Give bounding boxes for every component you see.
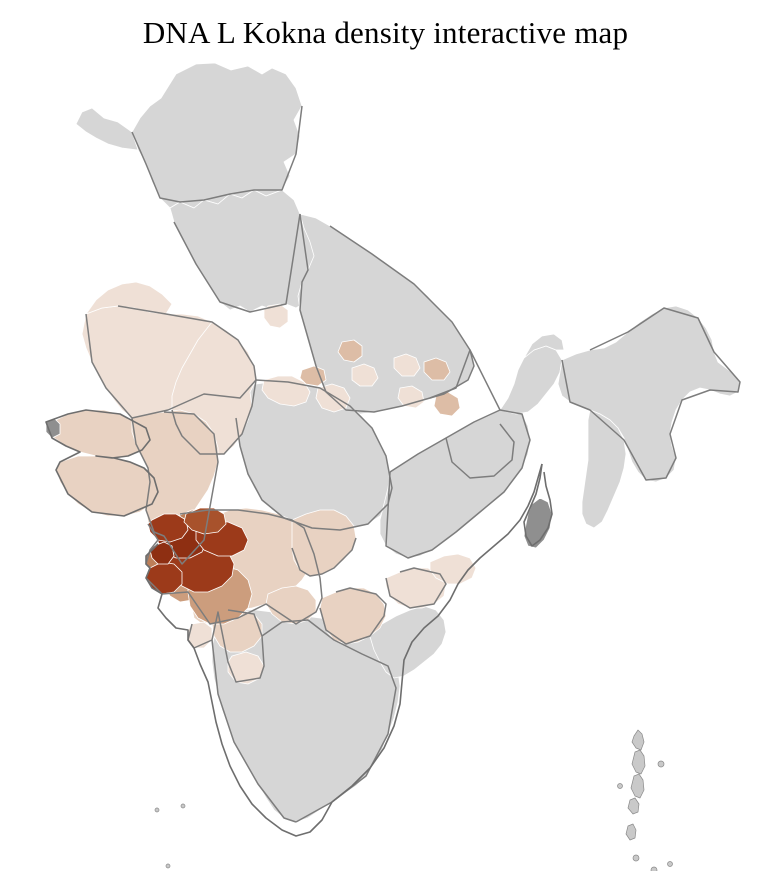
island-lakshadweep-a[interactable] — [154, 807, 160, 813]
region-tripura-mizoram[interactable] — [581, 409, 627, 529]
region-mp-patch-c[interactable] — [337, 339, 363, 363]
island-andaman-lower[interactable] — [627, 797, 640, 815]
region-high-density-group — [145, 507, 249, 595]
region-coastal-andhra-grey[interactable] — [367, 605, 447, 679]
coastline-group — [45, 409, 553, 837]
state-border-telangana — [319, 587, 387, 645]
island-lakshadweep-b[interactable] — [180, 803, 186, 809]
state-border-jk — [131, 105, 303, 203]
region-haryana-district[interactable] — [263, 303, 289, 329]
state-border-himachal — [173, 213, 301, 313]
island-nicobar-a[interactable] — [650, 866, 658, 871]
region-north-east-india[interactable] — [557, 305, 741, 483]
island-nicobar-b[interactable] — [667, 861, 673, 867]
region-north-bengal-corridor[interactable] — [499, 345, 563, 415]
island-barren[interactable] — [657, 760, 665, 768]
page-title: DNA L Kokna density interactive map — [142, 15, 629, 50]
island-car-nicobar[interactable] — [632, 854, 640, 862]
region-up-patch-b[interactable] — [393, 353, 421, 377]
region-up-patch-a[interactable] — [351, 363, 379, 387]
region-sundarbans-strip[interactable] — [523, 497, 553, 549]
coastline-bengal — [523, 463, 553, 547]
state-border-mp — [171, 379, 393, 531]
region-nashik-north[interactable] — [183, 507, 227, 535]
state-border-gujarat — [131, 411, 219, 565]
islands-group — [154, 729, 673, 871]
region-chhattisgarh-odisha-bengal[interactable] — [379, 407, 531, 559]
region-karnataka-mid[interactable] — [227, 651, 265, 685]
island-lakshadweep-c[interactable] — [165, 863, 171, 869]
region-up-patch-c[interactable] — [423, 357, 451, 381]
region-kashmir-west[interactable] — [75, 107, 139, 151]
region-maharashtra-east[interactable] — [291, 509, 357, 577]
state-border-chhattisgarh — [291, 537, 357, 577]
region-jammu-kashmir[interactable] — [131, 62, 303, 209]
region-sikkim[interactable] — [523, 333, 565, 359]
region-bihar-patch[interactable] — [433, 391, 461, 417]
coastline-konkan — [145, 543, 333, 837]
state-border-jharkhand — [445, 423, 515, 479]
coastline-east — [331, 463, 543, 803]
region-mumbai-city[interactable] — [149, 541, 175, 565]
region-vidarbha-south[interactable] — [265, 585, 317, 625]
interactive-map[interactable] — [0, 58, 771, 871]
state-border-ne-assam — [561, 307, 741, 481]
region-low-density-group — [47, 281, 477, 685]
state-border-odisha — [385, 409, 531, 559]
region-palghar[interactable] — [147, 513, 189, 543]
state-border-bihar — [389, 349, 501, 473]
island-little-andaman[interactable] — [625, 823, 637, 841]
state-border-andhra — [385, 567, 447, 609]
region-uttar-pradesh-bihar[interactable] — [297, 213, 475, 415]
island-andaman-south[interactable] — [630, 773, 645, 799]
state-border-up — [299, 213, 471, 413]
region-up-patch-d[interactable] — [397, 385, 425, 409]
island-andaman-middle[interactable] — [631, 749, 646, 775]
state-border-tamilnadu — [261, 619, 397, 823]
island-andaman-north[interactable] — [631, 729, 645, 751]
region-gujarat-saurashtra[interactable] — [55, 455, 159, 517]
island-dot-west[interactable] — [617, 783, 623, 789]
state-boundaries-group — [85, 105, 741, 823]
state-border-kerala — [211, 639, 297, 823]
coastline-west — [45, 409, 159, 517]
state-border-rajasthan — [85, 305, 257, 419]
